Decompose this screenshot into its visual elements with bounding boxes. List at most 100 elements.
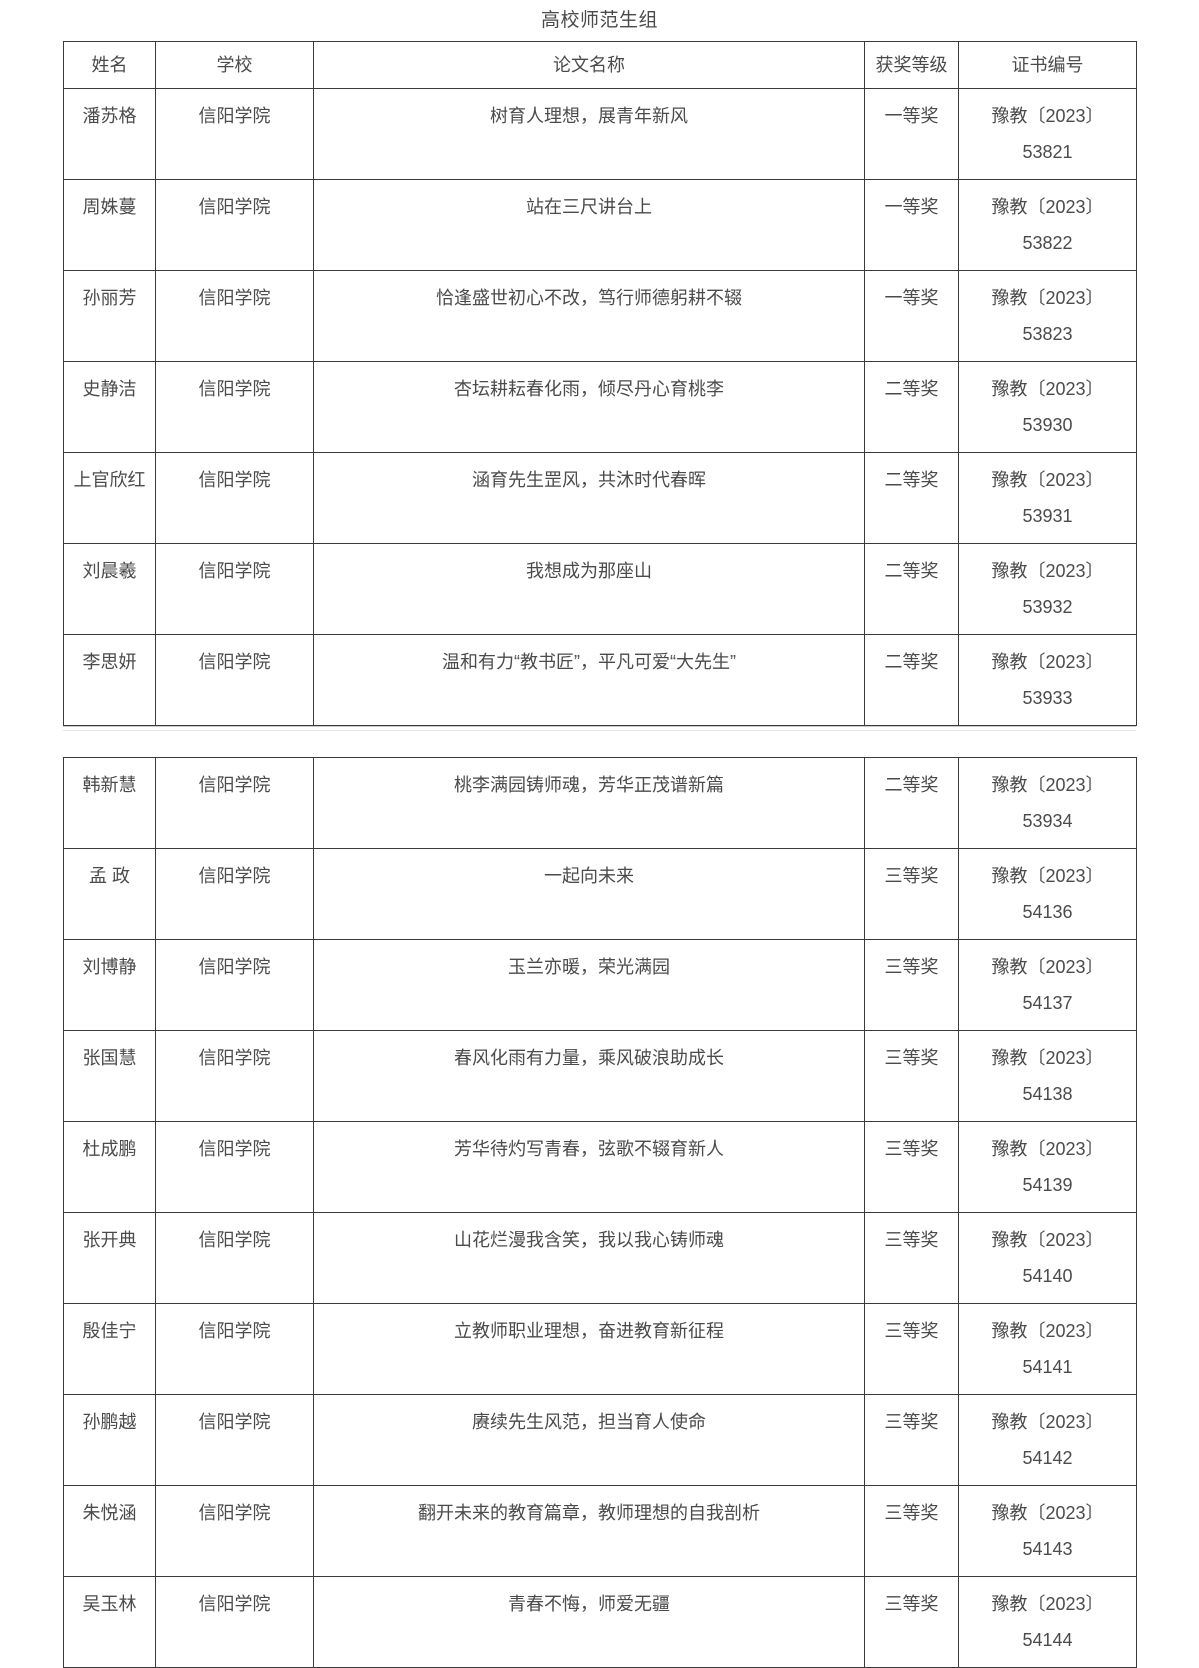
cell-award-level: 二等奖	[864, 452, 959, 544]
cell-student-name: 朱悦涵	[63, 1485, 156, 1577]
column-header-level: 获奖等级	[864, 41, 959, 89]
cell-paper-title: 桃李满园铸师魂，芳华正茂谱新篇	[313, 757, 865, 849]
cell-school: 信阳学院	[155, 1394, 314, 1486]
table-row: 张国慧 信阳学院 春风化雨有力量，乘风破浪助成长 三等奖 豫教〔2023〕 54138	[63, 1030, 1137, 1122]
certificate-prefix: 豫教〔2023〕	[991, 866, 1104, 886]
certificate-serial: 53934	[1022, 811, 1073, 831]
cell-student-name: 殷佳宁	[63, 1303, 156, 1395]
certificate-prefix: 豫教〔2023〕	[991, 1048, 1104, 1068]
column-header-paper: 论文名称	[313, 41, 865, 89]
cell-paper-title: 涵育先生罡风，共沐时代春晖	[313, 452, 865, 544]
award-table: 姓名 学校 论文名称 获奖等级 证书编号 潘苏格 信阳学院 树育人理想，展青年新风 一等奖 豫教〔…	[63, 41, 1137, 726]
certificate-serial: 54138	[1022, 1084, 1073, 1104]
cell-certificate-number: 豫教〔2023〕 54144	[958, 1576, 1137, 1668]
certificate-prefix: 豫教〔2023〕	[991, 1594, 1104, 1614]
cell-student-name: 吴玉林	[63, 1576, 156, 1668]
cell-paper-title: 青春不悔，师爱无疆	[313, 1576, 865, 1668]
certificate-serial: 54140	[1022, 1266, 1073, 1286]
cell-award-level: 三等奖	[864, 1394, 959, 1486]
award-table-block: 姓名 学校 论文名称 获奖等级 证书编号 潘苏格 信阳学院 树育人理想，展青年新风 一等奖 豫教〔…	[0, 41, 1199, 726]
table-row: 上官欣红 信阳学院 涵育先生罡风，共沐时代春晖 二等奖 豫教〔2023〕 53931	[63, 452, 1137, 544]
table-row: 朱悦涵 信阳学院 翻开未来的教育篇章，教师理想的自我剖析 三等奖 豫教〔2023〕 541…	[63, 1485, 1137, 1577]
award-table-block: 韩新慧 信阳学院 桃李满园铸师魂，芳华正茂谱新篇 二等奖 豫教〔2023〕 53934 孟 …	[0, 757, 1199, 1668]
cell-certificate-number: 豫教〔2023〕 54137	[958, 939, 1137, 1031]
cell-paper-title: 我想成为那座山	[313, 543, 865, 635]
cell-student-name: 张国慧	[63, 1030, 156, 1122]
cell-student-name: 韩新慧	[63, 757, 156, 849]
cell-certificate-number: 豫教〔2023〕 53933	[958, 634, 1137, 726]
cell-school: 信阳学院	[155, 179, 314, 271]
cell-certificate-number: 豫教〔2023〕 54140	[958, 1212, 1137, 1304]
cell-certificate-number: 豫教〔2023〕 53823	[958, 270, 1137, 362]
table-row: 韩新慧 信阳学院 桃李满园铸师魂，芳华正茂谱新篇 二等奖 豫教〔2023〕 53934	[63, 757, 1137, 849]
cell-school: 信阳学院	[155, 1485, 314, 1577]
certificate-prefix: 豫教〔2023〕	[991, 1321, 1104, 1341]
cell-school: 信阳学院	[155, 543, 314, 635]
cell-student-name: 周姝蔓	[63, 179, 156, 271]
cell-school: 信阳学院	[155, 757, 314, 849]
column-header-cert: 证书编号	[958, 41, 1137, 89]
cell-certificate-number: 豫教〔2023〕 53821	[958, 88, 1137, 180]
cell-school: 信阳学院	[155, 634, 314, 726]
table-row: 吴玉林 信阳学院 青春不悔，师爱无疆 三等奖 豫教〔2023〕 54144	[63, 1576, 1137, 1668]
cell-paper-title: 山花烂漫我含笑，我以我心铸师魂	[313, 1212, 865, 1304]
table-row: 张开典 信阳学院 山花烂漫我含笑，我以我心铸师魂 三等奖 豫教〔2023〕 54140	[63, 1212, 1137, 1304]
cell-student-name: 孙丽芳	[63, 270, 156, 362]
table-row: 刘博静 信阳学院 玉兰亦暖，荣光满园 三等奖 豫教〔2023〕 54137	[63, 939, 1137, 1031]
table-row: 殷佳宁 信阳学院 立教师职业理想，奋进教育新征程 三等奖 豫教〔2023〕 54141	[63, 1303, 1137, 1395]
table-row: 孙鹏越 信阳学院 赓续先生风范，担当育人使命 三等奖 豫教〔2023〕 54142	[63, 1394, 1137, 1486]
cell-award-level: 三等奖	[864, 1030, 959, 1122]
cell-award-level: 二等奖	[864, 543, 959, 635]
cell-school: 信阳学院	[155, 88, 314, 180]
certificate-prefix: 豫教〔2023〕	[991, 288, 1104, 308]
cell-paper-title: 赓续先生风范，担当育人使命	[313, 1394, 865, 1486]
table-row: 李思妍 信阳学院 温和有力“教书匠”，平凡可爱“大先生” 二等奖 豫教〔2023〕 539…	[63, 634, 1137, 726]
cell-award-level: 三等奖	[864, 1121, 959, 1213]
cell-paper-title: 立教师职业理想，奋进教育新征程	[313, 1303, 865, 1395]
certificate-prefix: 豫教〔2023〕	[991, 1412, 1104, 1432]
cell-paper-title: 一起向未来	[313, 848, 865, 940]
certificate-serial: 53822	[1022, 233, 1073, 253]
cell-student-name: 史静洁	[63, 361, 156, 453]
page-title: 高校师范生组	[540, 10, 658, 31]
cell-award-level: 三等奖	[864, 1485, 959, 1577]
cell-certificate-number: 豫教〔2023〕 54139	[958, 1121, 1137, 1213]
certificate-serial: 53933	[1022, 688, 1073, 708]
cell-student-name: 刘晨羲	[63, 543, 156, 635]
award-table: 韩新慧 信阳学院 桃李满园铸师魂，芳华正茂谱新篇 二等奖 豫教〔2023〕 53934 孟 …	[63, 757, 1137, 1668]
certificate-serial: 53821	[1022, 142, 1073, 162]
cell-paper-title: 树育人理想，展青年新风	[313, 88, 865, 180]
cell-award-level: 二等奖	[864, 757, 959, 849]
cell-certificate-number: 豫教〔2023〕 54143	[958, 1485, 1137, 1577]
page-break-rule	[63, 726, 1136, 731]
column-header-school: 学校	[155, 41, 314, 89]
table-row: 杜成鹏 信阳学院 芳华待灼写青春，弦歌不辍育新人 三等奖 豫教〔2023〕 54139	[63, 1121, 1137, 1213]
cell-paper-title: 站在三尺讲台上	[313, 179, 865, 271]
cell-award-level: 三等奖	[864, 939, 959, 1031]
cell-paper-title: 翻开未来的教育篇章，教师理想的自我剖析	[313, 1485, 865, 1577]
cell-paper-title: 温和有力“教书匠”，平凡可爱“大先生”	[313, 634, 865, 726]
certificate-serial: 54139	[1022, 1175, 1073, 1195]
cell-paper-title: 春风化雨有力量，乘风破浪助成长	[313, 1030, 865, 1122]
cell-paper-title: 杏坛耕耘春化雨，倾尽丹心育桃李	[313, 361, 865, 453]
certificate-serial: 54137	[1022, 993, 1073, 1013]
certificate-serial: 54141	[1022, 1357, 1073, 1377]
certificate-serial: 53930	[1022, 415, 1073, 435]
cell-paper-title: 恰逢盛世初心不改，笃行师德躬耕不辍	[313, 270, 865, 362]
certificate-prefix: 豫教〔2023〕	[991, 957, 1104, 977]
certificate-prefix: 豫教〔2023〕	[991, 106, 1104, 126]
cell-certificate-number: 豫教〔2023〕 54138	[958, 1030, 1137, 1122]
certificate-prefix: 豫教〔2023〕	[991, 470, 1104, 490]
cell-school: 信阳学院	[155, 452, 314, 544]
cell-certificate-number: 豫教〔2023〕 54141	[958, 1303, 1137, 1395]
certificate-prefix: 豫教〔2023〕	[991, 1139, 1104, 1159]
cell-award-level: 三等奖	[864, 1212, 959, 1304]
cell-award-level: 三等奖	[864, 1576, 959, 1668]
cell-certificate-number: 豫教〔2023〕 53932	[958, 543, 1137, 635]
table-row: 刘晨羲 信阳学院 我想成为那座山 二等奖 豫教〔2023〕 53932	[63, 543, 1137, 635]
cell-school: 信阳学院	[155, 1576, 314, 1668]
cell-certificate-number: 豫教〔2023〕 53934	[958, 757, 1137, 849]
certificate-prefix: 豫教〔2023〕	[991, 1230, 1104, 1250]
cell-award-level: 一等奖	[864, 270, 959, 362]
certificate-prefix: 豫教〔2023〕	[991, 197, 1104, 217]
